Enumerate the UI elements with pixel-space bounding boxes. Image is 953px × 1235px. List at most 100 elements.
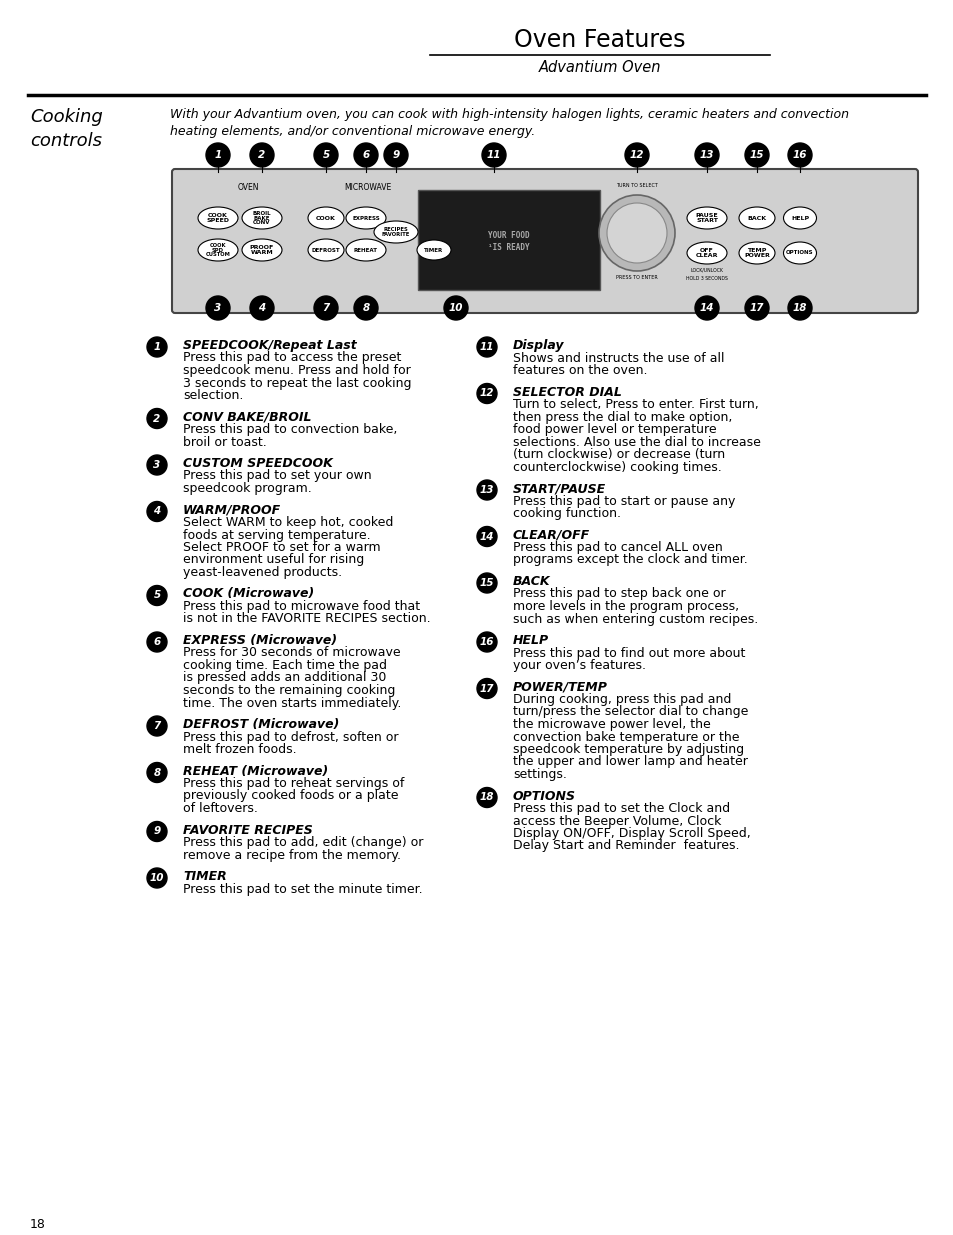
Text: such as when entering custom recipes.: such as when entering custom recipes. xyxy=(513,613,758,625)
Text: POWER: POWER xyxy=(743,253,769,258)
Circle shape xyxy=(147,454,167,475)
Text: 7: 7 xyxy=(153,721,160,731)
Circle shape xyxy=(606,203,666,263)
Circle shape xyxy=(354,296,377,320)
Text: COOK: COOK xyxy=(315,215,335,221)
Text: foods at serving temperature.: foods at serving temperature. xyxy=(183,529,370,541)
Text: 12: 12 xyxy=(629,149,643,161)
Text: Display: Display xyxy=(513,338,564,352)
Circle shape xyxy=(147,632,167,652)
Ellipse shape xyxy=(308,207,344,228)
Text: melt frozen foods.: melt frozen foods. xyxy=(183,743,296,756)
Text: OVEN: OVEN xyxy=(237,183,258,191)
Text: 3: 3 xyxy=(153,459,160,471)
Circle shape xyxy=(476,384,497,404)
Text: 12: 12 xyxy=(479,389,494,399)
Ellipse shape xyxy=(198,240,237,261)
Circle shape xyxy=(443,296,468,320)
Text: CONV: CONV xyxy=(253,220,271,225)
Circle shape xyxy=(476,337,497,357)
Text: (turn clockwise) or decrease (turn: (turn clockwise) or decrease (turn xyxy=(513,448,724,461)
Circle shape xyxy=(476,526,497,547)
Text: the upper and lower lamp and heater: the upper and lower lamp and heater xyxy=(513,756,747,768)
Text: CUSTOM SPEEDCOOK: CUSTOM SPEEDCOOK xyxy=(183,457,333,471)
Text: Press this pad to set your own: Press this pad to set your own xyxy=(183,469,372,483)
Text: seconds to the remaining cooking: seconds to the remaining cooking xyxy=(183,684,395,697)
Text: 9: 9 xyxy=(153,826,160,836)
Text: Oven Features: Oven Features xyxy=(514,28,685,52)
Text: Press this pad to microwave food that: Press this pad to microwave food that xyxy=(183,600,419,613)
Ellipse shape xyxy=(416,240,451,261)
Text: Press this pad to defrost, soften or: Press this pad to defrost, soften or xyxy=(183,730,398,743)
Text: 9: 9 xyxy=(392,149,399,161)
Text: time. The oven starts immediately.: time. The oven starts immediately. xyxy=(183,697,401,709)
Circle shape xyxy=(476,573,497,593)
Text: Press this pad to convection bake,: Press this pad to convection bake, xyxy=(183,424,397,436)
Text: features on the oven.: features on the oven. xyxy=(513,364,647,377)
Text: FAVORITE RECIPES: FAVORITE RECIPES xyxy=(183,824,313,836)
Ellipse shape xyxy=(686,207,726,228)
Text: 13: 13 xyxy=(479,485,494,495)
Text: DEFROST: DEFROST xyxy=(312,247,340,252)
Text: Press this pad to step back one or: Press this pad to step back one or xyxy=(513,588,725,600)
Text: 15: 15 xyxy=(749,149,763,161)
Text: EXPRESS (Microwave): EXPRESS (Microwave) xyxy=(183,634,336,647)
Text: Cooking
controls: Cooking controls xyxy=(30,107,103,149)
Text: broil or toast.: broil or toast. xyxy=(183,436,267,448)
Text: OPTIONS: OPTIONS xyxy=(785,251,813,256)
Ellipse shape xyxy=(308,240,344,261)
Circle shape xyxy=(147,337,167,357)
Circle shape xyxy=(744,143,768,167)
Circle shape xyxy=(695,143,719,167)
Text: programs except the clock and timer.: programs except the clock and timer. xyxy=(513,553,747,567)
Circle shape xyxy=(384,143,408,167)
Text: 4: 4 xyxy=(258,303,265,312)
Text: 1: 1 xyxy=(153,342,160,352)
Text: speedcook menu. Press and hold for: speedcook menu. Press and hold for xyxy=(183,364,411,377)
Text: 5: 5 xyxy=(322,149,330,161)
Text: 10: 10 xyxy=(150,873,164,883)
Text: CLEAR: CLEAR xyxy=(695,253,718,258)
Text: 8: 8 xyxy=(362,303,369,312)
Circle shape xyxy=(147,716,167,736)
Text: During cooking, press this pad and: During cooking, press this pad and xyxy=(513,693,731,706)
Text: convection bake temperature or the: convection bake temperature or the xyxy=(513,730,739,743)
Text: TIMER: TIMER xyxy=(424,247,443,252)
Text: 10: 10 xyxy=(448,303,463,312)
Text: OFF: OFF xyxy=(700,248,713,253)
Text: HELP: HELP xyxy=(513,634,549,647)
Text: Press this pad to add, edit (change) or: Press this pad to add, edit (change) or xyxy=(183,836,423,848)
Text: 17: 17 xyxy=(479,683,494,694)
Text: 14: 14 xyxy=(479,531,494,541)
Ellipse shape xyxy=(739,242,774,264)
Text: 11: 11 xyxy=(486,149,500,161)
Circle shape xyxy=(476,678,497,699)
Ellipse shape xyxy=(346,240,386,261)
Text: selection.: selection. xyxy=(183,389,243,403)
Text: Press this pad to reheat servings of: Press this pad to reheat servings of xyxy=(183,777,404,790)
Circle shape xyxy=(147,585,167,605)
Circle shape xyxy=(147,762,167,783)
Ellipse shape xyxy=(242,207,282,228)
Text: yeast-leavened products.: yeast-leavened products. xyxy=(183,566,342,579)
Text: OPTIONS: OPTIONS xyxy=(513,789,576,803)
Circle shape xyxy=(787,296,811,320)
Text: COOK (Microwave): COOK (Microwave) xyxy=(183,588,314,600)
Text: HELP: HELP xyxy=(790,215,808,221)
Text: BACK: BACK xyxy=(746,215,766,221)
Text: settings.: settings. xyxy=(513,768,566,781)
Text: SPEEDCOOK/Repeat Last: SPEEDCOOK/Repeat Last xyxy=(183,338,356,352)
Text: REHEAT (Microwave): REHEAT (Microwave) xyxy=(183,764,328,778)
Text: PAUSE: PAUSE xyxy=(695,212,718,217)
Ellipse shape xyxy=(782,242,816,264)
Text: 17: 17 xyxy=(749,303,763,312)
Circle shape xyxy=(147,821,167,841)
Ellipse shape xyxy=(242,240,282,261)
Text: Press this pad to find out more about: Press this pad to find out more about xyxy=(513,646,744,659)
Circle shape xyxy=(250,143,274,167)
Text: EXPRESS: EXPRESS xyxy=(352,215,379,221)
Text: environment useful for rising: environment useful for rising xyxy=(183,553,364,567)
Text: Select PROOF to set for a warm: Select PROOF to set for a warm xyxy=(183,541,380,555)
Text: cooking time. Each time the pad: cooking time. Each time the pad xyxy=(183,659,387,672)
Text: more levels in the program process,: more levels in the program process, xyxy=(513,600,739,613)
